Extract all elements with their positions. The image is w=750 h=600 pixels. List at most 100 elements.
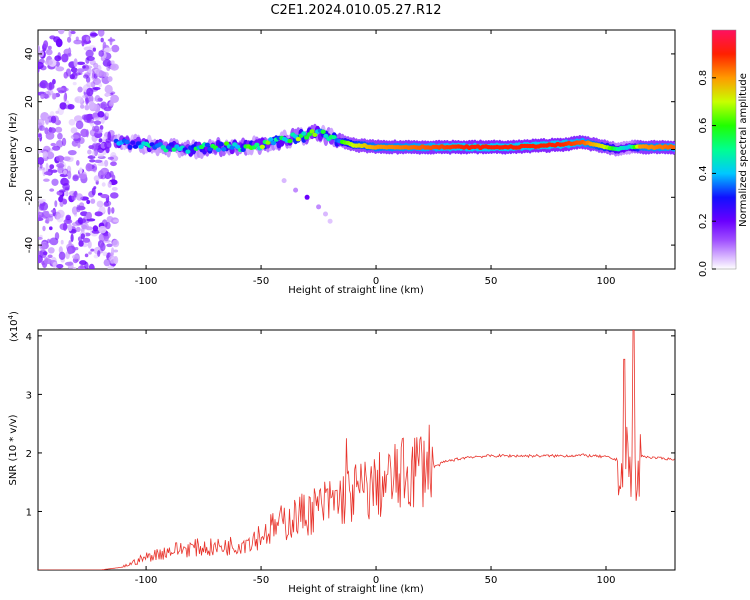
heatmap-cell: [38, 45, 41, 53]
y-tick-label: 4: [26, 332, 32, 343]
heatmap-cell: [76, 205, 86, 211]
heatmap-cell: [75, 226, 81, 232]
heatmap-cell: [91, 150, 96, 157]
heatmap-cell: [39, 249, 47, 258]
heatmap-cell: [50, 142, 57, 147]
heatmap-cell: [38, 118, 45, 128]
colorbar-gradient: [711, 29, 737, 270]
y-tick-label: 3: [26, 390, 32, 401]
heatmap-cell: [57, 52, 61, 60]
heatmap-cell: [113, 249, 119, 253]
heatmap-cell: [38, 133, 42, 138]
heatmap-cell: [85, 49, 94, 58]
heatmap-cell: [44, 91, 51, 99]
heatmap-cell: [97, 111, 105, 118]
heatmap-cell: [88, 190, 95, 198]
heatmap-cell: [79, 167, 83, 174]
heatmap-cell: [71, 140, 79, 147]
heatmap-cell: [100, 37, 104, 43]
heatmap-cell: [50, 115, 57, 124]
heatmap-cell: [80, 128, 89, 138]
heatmap-cell: [73, 58, 78, 67]
heatmap-cell: [43, 258, 52, 265]
heatmap-cell: [38, 149, 42, 154]
heatmap-cell: [229, 145, 235, 150]
heatmap-cell: [84, 261, 89, 269]
heatmap-cell: [77, 142, 81, 149]
heatmap-cell: [90, 32, 98, 37]
heatmap-cell: [67, 261, 74, 269]
heatmap-panel: -100 -50 0 50 100 -40 -20 0 20 40 Height of stra…: [8, 29, 676, 296]
heatmap-cell: [259, 144, 265, 149]
heatmap-cell: [85, 163, 93, 172]
heatmap-cell: [84, 104, 90, 111]
heatmap-cell: [75, 36, 79, 42]
heatmap-cell: [48, 81, 55, 89]
heatmap-cell: [127, 144, 133, 150]
heatmap-cell: [40, 93, 45, 100]
heatmap-cell: [306, 132, 312, 137]
heatmap-cell: [99, 125, 104, 131]
heatmap-cell: [70, 233, 74, 243]
heatmap-cell: [106, 243, 113, 248]
heatmap-cell: [72, 81, 77, 86]
heatmap-cell: [92, 125, 96, 132]
heatmap-cell: [62, 183, 70, 191]
heatmap-cell: [76, 61, 86, 65]
x-tick-label: 0: [373, 276, 379, 287]
heatmap-cell: [94, 120, 102, 125]
colorbar: 0.0 0.2 0.4 0.6 0.8 Normalized spectral ampl…: [698, 29, 749, 277]
heatmap-cell: [320, 129, 326, 134]
heatmap-cell: [82, 65, 86, 69]
heatmap-cell: [293, 187, 299, 193]
x-tick-label: -100: [135, 276, 158, 287]
heatmap-cell: [96, 200, 104, 208]
heatmap-cell: [103, 47, 113, 53]
heatmap-cell: [51, 178, 59, 186]
heatmap-cell: [240, 147, 246, 152]
heatmap-cell: [39, 243, 47, 251]
heatmap-cell: [287, 138, 293, 144]
heatmap-cell: [61, 53, 69, 63]
heatmap-cell: [107, 156, 114, 160]
heatmap-cell: [76, 68, 85, 73]
heatmap-cell: [86, 199, 91, 205]
heatmap-cell: [138, 144, 144, 149]
heatmap-cell: [52, 145, 61, 151]
heatmap-cell: [135, 141, 141, 146]
heatmap-cell: [316, 204, 322, 210]
heatmap-cell: [67, 104, 75, 110]
heatmap-cell: [89, 129, 98, 137]
heatmap-cell: [168, 142, 174, 147]
heatmap-cell: [75, 120, 84, 130]
heatmap-cell: [57, 132, 63, 140]
heatmap-cell: [107, 265, 114, 269]
y-tick-label: 1: [26, 507, 32, 518]
heatmap-cell: [86, 218, 96, 222]
heatmap-cell: [100, 194, 109, 199]
heatmap-cell: [83, 114, 93, 123]
heatmap-cell: [166, 145, 172, 150]
colorbar-tick-label: 0.4: [698, 165, 709, 181]
heatmap-cell: [98, 225, 107, 234]
heatmap-cell: [68, 119, 76, 126]
heatmap-cell: [52, 262, 57, 268]
heatmap-cell: [160, 145, 166, 150]
chart-title: C2E1.2024.010.05.27.R12: [270, 3, 441, 18]
heatmap-cell: [304, 194, 310, 200]
heatmap-cell: [72, 192, 76, 198]
y-tick-label: 20: [24, 95, 35, 108]
heatmap-cell: [112, 219, 119, 223]
heatmap-cell: [185, 149, 191, 154]
heatmap-cell: [76, 193, 83, 201]
colorbar-label: Normalized spectral amplitude: [738, 73, 749, 227]
heatmap-x-label: Height of straight line (km): [288, 285, 424, 296]
heatmap-cell: [110, 63, 119, 71]
heatmap-cell: [88, 145, 95, 150]
heatmap-cell: [55, 66, 65, 72]
snr-y-label: SNR (10 * v/v): [8, 414, 19, 485]
snr-series-line: [38, 330, 675, 570]
heatmap-cell: [72, 254, 80, 260]
heatmap-cell: [92, 47, 97, 52]
heatmap-cell: [86, 211, 92, 220]
